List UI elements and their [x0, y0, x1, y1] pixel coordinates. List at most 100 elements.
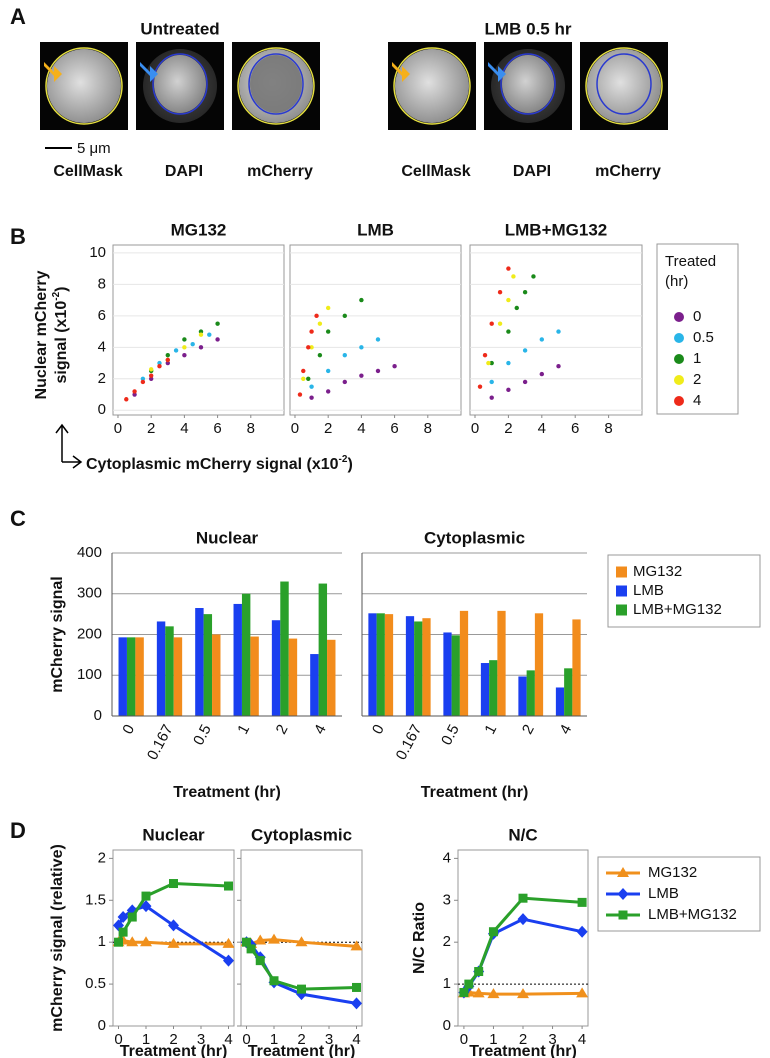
point — [190, 341, 195, 347]
legend-swatch — [674, 312, 684, 322]
bar — [443, 632, 452, 716]
chart-title: Cytoplasmic — [251, 825, 352, 844]
chart-title: Nuclear — [196, 528, 259, 547]
point — [325, 389, 331, 394]
point — [148, 367, 154, 372]
marker — [140, 900, 152, 913]
point — [215, 337, 220, 342]
x-axis-label: Treatment (hr) — [173, 784, 281, 801]
x-tick-label: 3 — [325, 1031, 333, 1048]
point — [309, 345, 314, 350]
point — [157, 360, 162, 366]
marker — [223, 954, 234, 967]
channel-label: mCherry — [595, 163, 661, 180]
point — [486, 360, 491, 366]
legend-swatch — [674, 354, 684, 364]
point — [182, 345, 187, 350]
bar — [368, 613, 377, 716]
point — [539, 337, 545, 342]
x-tick-label: 2 — [519, 722, 538, 737]
x-tick-label: 3 — [197, 1031, 205, 1048]
bar — [534, 613, 544, 716]
marker — [126, 936, 139, 947]
y-tick-label: 10 — [89, 244, 106, 261]
cell-outline — [585, 47, 663, 125]
panel-label: C — [10, 506, 26, 531]
point — [392, 364, 397, 369]
point — [301, 376, 306, 381]
point — [506, 266, 511, 271]
x-tick-label: 6 — [213, 420, 221, 437]
bar — [241, 593, 251, 716]
point — [132, 389, 137, 394]
marker — [268, 933, 280, 944]
point — [342, 379, 347, 385]
x-tick-label: 8 — [604, 420, 612, 437]
y-tick-label: 100 — [77, 666, 102, 683]
bar — [572, 619, 581, 716]
point — [198, 329, 204, 334]
plot-frame — [289, 244, 462, 416]
point — [306, 345, 311, 350]
point — [140, 379, 146, 385]
marker — [518, 893, 528, 903]
bar — [203, 614, 213, 716]
y-tick-label: 1 — [98, 933, 106, 950]
x-tick-label: 1 — [489, 1031, 497, 1048]
point — [359, 373, 364, 378]
nucleus-outline — [152, 53, 208, 115]
point — [317, 321, 323, 326]
x-tick-label: 8 — [424, 420, 432, 437]
x-tick-label: 0 — [291, 420, 299, 437]
point — [198, 332, 204, 337]
marker — [168, 919, 179, 932]
point — [148, 376, 154, 381]
label-part: ) — [53, 287, 70, 292]
marker — [351, 997, 362, 1010]
point — [165, 357, 170, 363]
point — [497, 290, 503, 295]
label-part: signal (x10 — [53, 301, 70, 384]
legend-label: 4 — [693, 392, 701, 409]
legend-label: MG132 — [648, 864, 697, 881]
channel-label: CellMask — [401, 163, 470, 180]
bar — [250, 636, 259, 716]
y-axis-label: Nuclear mCherry — [33, 270, 50, 399]
x-tick-label: 4 — [578, 1031, 586, 1048]
bar — [564, 668, 573, 716]
arrow — [488, 62, 506, 82]
bar — [518, 676, 527, 716]
point — [124, 397, 129, 402]
cell-outline — [45, 47, 123, 125]
point — [506, 329, 511, 334]
marker — [517, 988, 529, 999]
x-tick-label: 0 — [119, 722, 138, 737]
legend-swatch — [674, 375, 684, 385]
nucleus-outline — [500, 53, 556, 115]
point — [306, 376, 311, 381]
bar — [405, 616, 415, 716]
point — [309, 329, 314, 334]
legend-label: MG132 — [633, 563, 682, 580]
plot-frame — [457, 849, 589, 1027]
legend-label: LMB+MG132 — [648, 906, 737, 923]
legend-label: 2 — [693, 371, 701, 388]
legend-label: LMB — [648, 885, 679, 902]
point — [522, 348, 528, 353]
legend-label: 1 — [693, 350, 701, 367]
label-sup: -2 — [339, 454, 348, 465]
marker — [488, 927, 498, 937]
point — [325, 329, 331, 334]
point — [198, 345, 204, 350]
label-part: ) — [347, 456, 352, 473]
point — [309, 384, 314, 389]
bar — [288, 638, 298, 716]
x-tick-label: 3 — [548, 1031, 556, 1048]
x-tick-label: 4 — [224, 1031, 232, 1048]
arrow — [140, 62, 158, 82]
scale-bar-label: 5 μm — [77, 140, 111, 157]
point — [314, 313, 319, 319]
point — [482, 352, 488, 358]
marker — [269, 976, 279, 986]
y-tick-label: 400 — [77, 544, 102, 561]
